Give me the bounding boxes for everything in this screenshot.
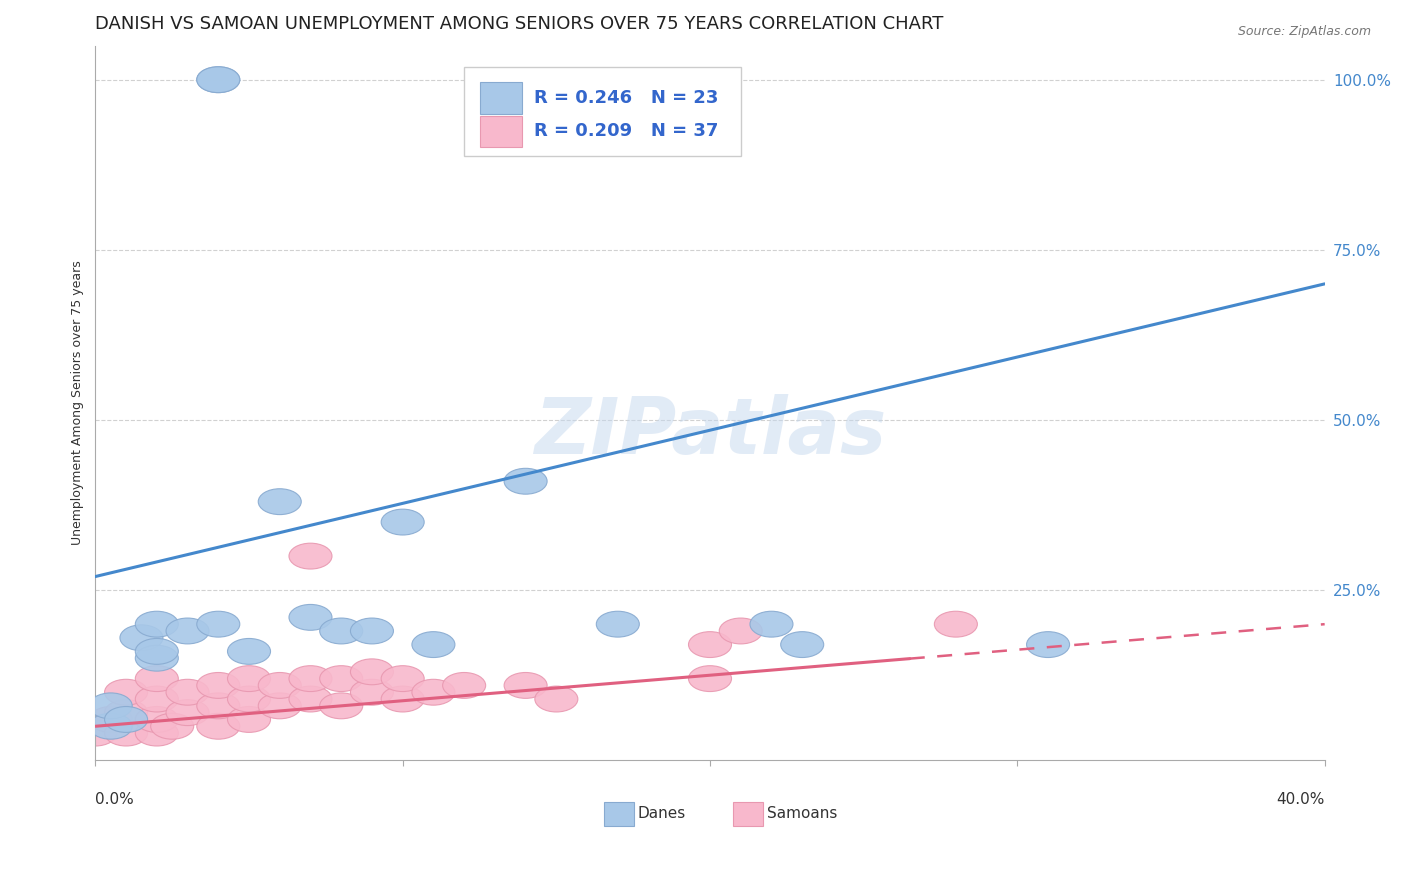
Ellipse shape <box>150 714 194 739</box>
Text: Samoans: Samoans <box>766 806 837 822</box>
Ellipse shape <box>89 714 132 739</box>
Ellipse shape <box>350 659 394 685</box>
Ellipse shape <box>135 645 179 671</box>
FancyBboxPatch shape <box>464 67 741 156</box>
Ellipse shape <box>197 714 240 739</box>
Ellipse shape <box>104 720 148 746</box>
Text: ZIPatlas: ZIPatlas <box>534 393 886 469</box>
Ellipse shape <box>290 605 332 631</box>
Ellipse shape <box>89 706 132 732</box>
Ellipse shape <box>350 680 394 706</box>
Ellipse shape <box>197 611 240 637</box>
Ellipse shape <box>135 665 179 691</box>
Ellipse shape <box>135 639 179 665</box>
Ellipse shape <box>197 693 240 719</box>
Ellipse shape <box>596 611 640 637</box>
Text: 0.0%: 0.0% <box>96 792 134 807</box>
Ellipse shape <box>720 618 762 644</box>
Ellipse shape <box>166 680 209 706</box>
Ellipse shape <box>290 686 332 712</box>
Ellipse shape <box>104 699 148 725</box>
Ellipse shape <box>228 639 270 665</box>
Ellipse shape <box>197 673 240 698</box>
FancyBboxPatch shape <box>734 802 763 826</box>
Ellipse shape <box>381 686 425 712</box>
Ellipse shape <box>749 611 793 637</box>
Ellipse shape <box>135 686 179 712</box>
Ellipse shape <box>135 611 179 637</box>
Ellipse shape <box>443 673 485 698</box>
Ellipse shape <box>780 632 824 657</box>
Ellipse shape <box>120 625 163 651</box>
Ellipse shape <box>166 699 209 725</box>
Ellipse shape <box>197 67 240 93</box>
Ellipse shape <box>290 665 332 691</box>
Ellipse shape <box>259 693 301 719</box>
Ellipse shape <box>350 618 394 644</box>
Ellipse shape <box>319 693 363 719</box>
Text: Danes: Danes <box>637 806 686 822</box>
Text: R = 0.209   N = 37: R = 0.209 N = 37 <box>534 122 718 140</box>
Ellipse shape <box>104 680 148 706</box>
FancyBboxPatch shape <box>479 116 522 147</box>
Ellipse shape <box>412 680 456 706</box>
Ellipse shape <box>197 67 240 93</box>
Ellipse shape <box>228 686 270 712</box>
Text: Source: ZipAtlas.com: Source: ZipAtlas.com <box>1237 25 1371 38</box>
Y-axis label: Unemployment Among Seniors over 75 years: Unemployment Among Seniors over 75 years <box>72 260 84 545</box>
Ellipse shape <box>75 720 117 746</box>
Text: 40.0%: 40.0% <box>1277 792 1324 807</box>
Ellipse shape <box>259 489 301 515</box>
Ellipse shape <box>412 632 456 657</box>
Ellipse shape <box>381 665 425 691</box>
Ellipse shape <box>319 665 363 691</box>
FancyBboxPatch shape <box>479 82 522 113</box>
FancyBboxPatch shape <box>605 802 634 826</box>
Text: DANISH VS SAMOAN UNEMPLOYMENT AMONG SENIORS OVER 75 YEARS CORRELATION CHART: DANISH VS SAMOAN UNEMPLOYMENT AMONG SENI… <box>96 15 943 33</box>
Ellipse shape <box>259 673 301 698</box>
Ellipse shape <box>505 468 547 494</box>
Ellipse shape <box>319 618 363 644</box>
Ellipse shape <box>1026 632 1070 657</box>
Ellipse shape <box>290 543 332 569</box>
Ellipse shape <box>135 706 179 732</box>
Ellipse shape <box>89 693 132 719</box>
Ellipse shape <box>166 618 209 644</box>
Ellipse shape <box>228 706 270 732</box>
Ellipse shape <box>104 706 148 732</box>
Text: R = 0.246   N = 23: R = 0.246 N = 23 <box>534 89 718 107</box>
Ellipse shape <box>135 720 179 746</box>
Ellipse shape <box>505 673 547 698</box>
Ellipse shape <box>689 632 731 657</box>
Ellipse shape <box>534 686 578 712</box>
Ellipse shape <box>228 665 270 691</box>
Ellipse shape <box>689 665 731 691</box>
Ellipse shape <box>381 509 425 535</box>
Ellipse shape <box>935 611 977 637</box>
